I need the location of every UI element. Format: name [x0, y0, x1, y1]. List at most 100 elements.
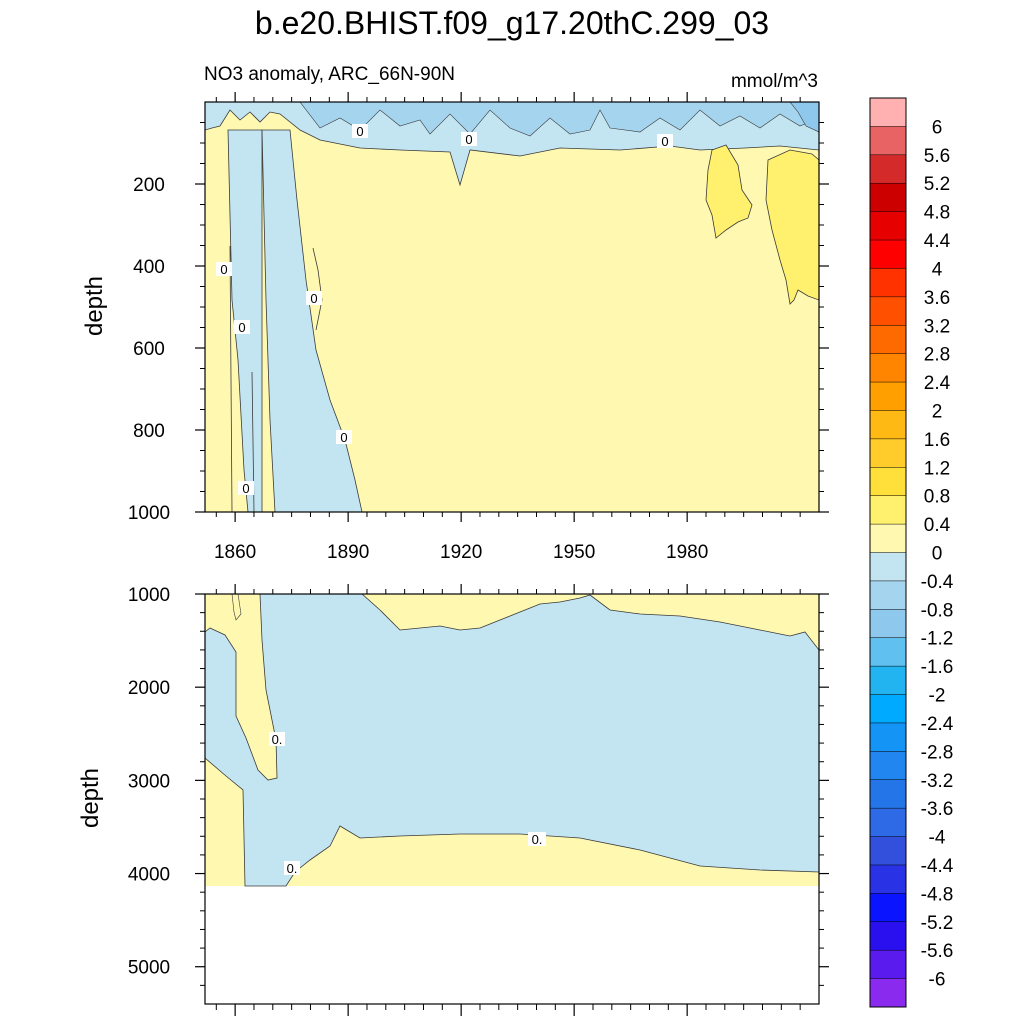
top-positive-patch-1980	[705, 144, 753, 239]
colorbar-swatch	[870, 666, 906, 695]
colorbar: 6 5.6 5.2 4.8 4.4 4 3.6 3.2 2.8 2.4 2 1.6 1.2 0.8 0.4 0…	[869, 97, 954, 1008]
bottom-contour-labels: 0. 0. 0.	[269, 732, 546, 876]
x-tick-label: 1860	[214, 542, 256, 563]
colorbar-label: 2.8	[924, 345, 950, 366]
colorbar-swatch	[870, 637, 906, 667]
top-x-axis: 1860 1890 1920 1950 1980	[214, 92, 801, 563]
colorbar-swatch	[870, 240, 906, 269]
y-tick-label: 1000	[128, 503, 170, 524]
colorbar-swatch	[870, 183, 906, 213]
colorbar-swatch	[870, 779, 906, 809]
bottom-negative-main	[205, 594, 819, 887]
colorbar-swatch	[870, 978, 906, 1008]
colorbar-swatch	[870, 836, 906, 866]
colorbar-swatch	[870, 552, 906, 582]
y-tick-label: 200	[133, 175, 165, 196]
colorbar-label: 1.6	[924, 430, 950, 451]
colorbar-swatch	[870, 126, 906, 156]
y-tick-label: 5000	[128, 958, 170, 979]
units-label: mmol/m^3	[731, 71, 818, 92]
colorbar-swatch	[870, 580, 906, 610]
contour-label: 0	[310, 291, 317, 306]
colorbar-label: -2.8	[921, 742, 954, 763]
colorbar-label: 5.6	[924, 146, 950, 167]
y-tick-label: 2000	[128, 678, 170, 699]
y-tick-label: 1000	[128, 585, 170, 606]
colorbar-label: -0.8	[921, 600, 954, 621]
x-tick-label: 1920	[440, 542, 482, 563]
colorbar-swatch	[870, 353, 906, 383]
y-tick-label: 600	[133, 339, 165, 360]
bottom-y-label: depth	[77, 768, 104, 828]
colorbar-label: 2	[932, 401, 943, 422]
colorbar-swatch	[870, 410, 906, 440]
colorbar-label: -5.2	[921, 913, 954, 934]
top-negative-surface-inner	[299, 102, 819, 137]
top-contour-1860	[229, 245, 233, 512]
colorbar-label: -4	[929, 828, 946, 849]
colorbar-swatch	[870, 609, 906, 639]
bottom-panel: 0. 0. 0. 1000 2000 3000 4000 5000 depth	[77, 584, 829, 1016]
y-tick-label: 4000	[128, 865, 170, 886]
bottom-notch	[231, 594, 242, 621]
top-contour-field	[205, 102, 819, 512]
top-contour-labels: 0 0 0 0 0 0 0 0	[216, 124, 673, 496]
colorbar-label: 6	[932, 117, 943, 138]
colorbar-label: -6	[929, 970, 946, 991]
top-y-label: depth	[81, 276, 108, 336]
colorbar-label: -2	[929, 686, 946, 707]
y-tick-label: 400	[133, 257, 165, 278]
x-tick-label: 1980	[666, 542, 708, 563]
colorbar-swatch	[870, 921, 906, 951]
colorbar-label: -0.4	[921, 572, 954, 593]
contour-label: 0	[242, 481, 249, 496]
bottom-contour-field	[205, 594, 819, 1004]
colorbar-label: 0	[932, 544, 943, 565]
colorbar-frame	[869, 97, 907, 1008]
colorbar-label: 3.2	[924, 316, 950, 337]
colorbar-swatch	[870, 524, 906, 553]
colorbar-label: -2.4	[921, 714, 954, 735]
contour-label: 0.	[287, 861, 298, 876]
contour-label: 0	[661, 134, 668, 149]
colorbar-label: 4.4	[924, 231, 951, 252]
contour-label: 0	[356, 124, 363, 139]
colorbar-label: 1.2	[924, 458, 950, 479]
top-strong-negative-surface	[789, 102, 819, 133]
colorbar-label: 0.4	[924, 515, 951, 536]
x-tick-label: 1890	[327, 542, 369, 563]
chart-title: b.e20.BHIST.f09_g17.20thC.299_03	[255, 5, 769, 41]
y-tick-label: 800	[133, 421, 165, 442]
colorbar-swatch	[870, 438, 906, 468]
colorbar-label: -4.8	[921, 884, 954, 905]
bottom-x-axis	[215, 584, 801, 1016]
colorbar-swatch	[870, 467, 906, 497]
bottom-y-axis: 1000 2000 3000 4000 5000	[128, 585, 829, 986]
colorbar-swatch	[870, 950, 906, 979]
contour-label: 0	[465, 132, 472, 147]
colorbar-swatch	[870, 382, 906, 411]
colorbar-label: -5.6	[921, 941, 954, 962]
colorbar-swatch	[870, 211, 906, 241]
contour-label: 0	[340, 430, 347, 445]
colorbar-swatch	[870, 751, 906, 781]
top-positive-patch-east	[765, 149, 819, 305]
colorbar-swatch	[870, 325, 906, 355]
x-tick-label: 1950	[553, 542, 595, 563]
top-panel: NO3 anomaly, ARC_66N-90N mmol/m^3 0 0 0 …	[81, 64, 829, 563]
contour-label: 0.	[532, 832, 543, 847]
colorbar-label: 4	[932, 259, 943, 280]
contour-label: 0.	[272, 732, 283, 747]
colorbar-label: 4.8	[924, 203, 950, 224]
colorbar-swatch	[870, 154, 906, 184]
colorbar-swatch	[870, 268, 906, 298]
top-y-axis: 200 400 600 800 1000	[128, 122, 829, 524]
colorbar-label: -4.4	[921, 856, 954, 877]
contour-label: 0	[238, 320, 245, 335]
colorbar-label: 5.2	[924, 174, 950, 195]
colorbar-label: -3.2	[921, 771, 954, 792]
colorbar-label: -3.6	[921, 799, 954, 820]
colorbar-swatch	[870, 893, 906, 923]
colorbar-label: -1.2	[921, 629, 954, 650]
